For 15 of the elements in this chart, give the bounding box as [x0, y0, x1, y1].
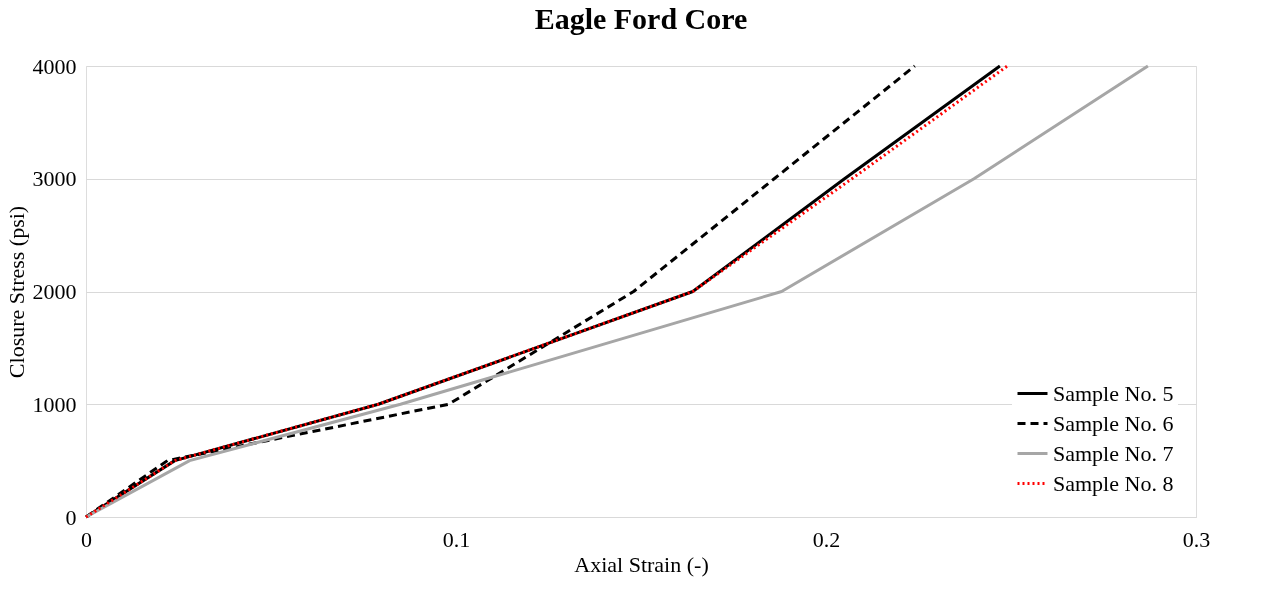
x-axis-title: Axial Strain (-) — [574, 551, 709, 577]
y-tick-label: 0 — [65, 504, 77, 530]
y-tick-label: 1000 — [32, 391, 77, 417]
x-tick-label: 0.1 — [442, 526, 471, 552]
y-tick-label: 4000 — [32, 53, 77, 79]
legend-label: Sample No. 5 — [1053, 380, 1174, 406]
y-axis-title: Closure Stress (psi) — [3, 205, 29, 379]
legend-label: Sample No. 8 — [1053, 470, 1174, 496]
y-tick-label: 3000 — [32, 166, 77, 192]
y-tick-label: 2000 — [32, 279, 77, 304]
x-tick-label: 0.3 — [1182, 526, 1211, 552]
legend-label: Sample No. 7 — [1053, 440, 1174, 466]
x-tick-label: 0.2 — [812, 526, 841, 552]
legend-label: Sample No. 6 — [1053, 410, 1174, 436]
chart-title: Eagle Ford Core — [534, 2, 748, 35]
